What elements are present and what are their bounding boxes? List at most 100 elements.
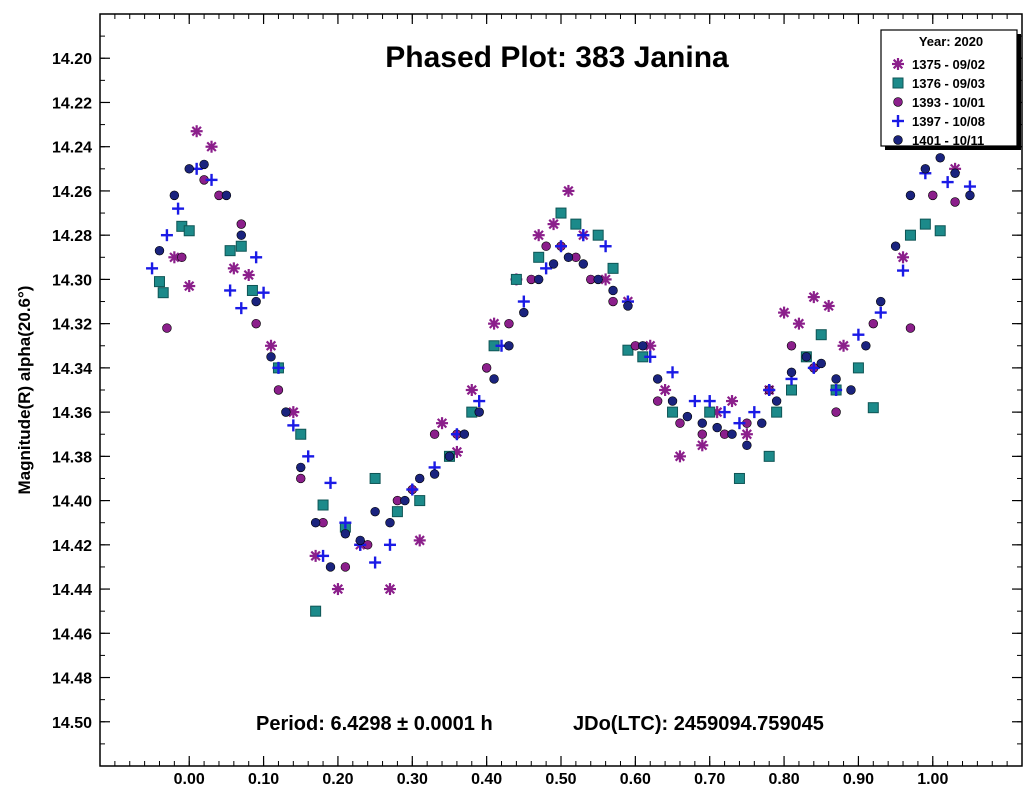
data-point-s5	[385, 518, 395, 528]
data-point-s4	[718, 406, 731, 419]
data-point-s5	[474, 407, 484, 417]
data-point-s3	[831, 407, 841, 417]
data-point-s5	[593, 274, 603, 285]
data-point-s5	[169, 190, 180, 201]
y-tick-label: 14.44	[52, 582, 92, 599]
data-point-s2	[246, 284, 258, 296]
data-point-s2	[391, 506, 403, 518]
data-point-s1	[309, 549, 322, 562]
data-point-s5	[697, 418, 707, 428]
legend-label-2: 1376 - 09/03	[912, 76, 985, 91]
x-tick-label: 0.70	[694, 771, 725, 788]
data-point-s4	[540, 262, 553, 275]
legend-box	[880, 29, 1018, 147]
data-point-s4	[250, 251, 263, 264]
data-point-s5	[771, 396, 782, 406]
y-tick-label: 14.32	[52, 317, 92, 334]
data-point-s1	[897, 251, 910, 264]
data-point-s5	[608, 285, 618, 296]
data-point-s3	[340, 562, 351, 572]
data-point-s2	[919, 218, 931, 230]
data-point-s2	[510, 273, 522, 285]
data-point-s3	[675, 418, 685, 428]
data-point-s2	[867, 402, 879, 414]
data-point-s4	[160, 229, 173, 242]
data-point-s5	[816, 358, 826, 369]
data-point-s4	[703, 395, 716, 408]
data-point-s2	[183, 225, 195, 237]
data-point-s5	[533, 274, 544, 285]
data-point-s4	[205, 173, 218, 186]
chart-title: Phased Plot: 383 Janina	[385, 41, 729, 74]
data-point-s4	[807, 361, 820, 374]
data-point-s4	[235, 302, 248, 315]
data-point-s5	[400, 495, 410, 506]
data-point-s5	[935, 153, 945, 163]
data-point-s2	[157, 287, 169, 299]
y-tick-label: 14.24	[52, 140, 92, 157]
data-point-s5	[861, 341, 871, 351]
data-point-s4	[172, 202, 185, 215]
data-point-s1	[778, 306, 791, 319]
x-tick-label: 0.10	[248, 771, 279, 788]
data-point-s1	[837, 339, 850, 352]
data-point-s3	[296, 473, 306, 484]
y-tick-label: 14.28	[52, 228, 92, 245]
data-point-s1	[547, 218, 560, 231]
data-point-s2	[555, 207, 567, 219]
data-point-s4	[272, 361, 285, 374]
data-point-s4	[599, 240, 612, 253]
data-point-s5	[370, 506, 380, 517]
data-point-s3	[177, 252, 187, 262]
legend-marker-3	[893, 97, 903, 107]
data-point-s5	[667, 396, 678, 406]
data-point-s5	[519, 307, 529, 318]
data-point-s4	[830, 384, 843, 396]
y-tick-label: 14.50	[52, 715, 92, 732]
data-point-s1	[644, 339, 657, 352]
data-point-s1	[488, 317, 501, 330]
data-point-s3	[950, 197, 960, 207]
data-point-s2	[310, 605, 322, 617]
legend-label-3: 1393 - 10/01	[912, 95, 985, 110]
data-point-s5	[786, 367, 797, 378]
data-point-s3	[236, 219, 246, 229]
data-point-s5	[221, 190, 232, 201]
data-point-s5	[251, 296, 261, 307]
x-tick-label: 0.80	[768, 771, 799, 788]
legend: Year: 2020 1375 - 09/02 1376 - 09/03 1393 …	[880, 29, 1021, 150]
data-point-s3	[652, 396, 663, 406]
data-point-s1	[413, 534, 426, 547]
y-tick-label: 14.40	[52, 494, 92, 511]
legend-marker-2	[892, 77, 904, 89]
data-point-s4	[666, 366, 679, 379]
data-point-s5	[742, 440, 752, 450]
legend-label-4: 1397 - 10/08	[912, 114, 985, 129]
data-point-s3	[429, 429, 440, 439]
data-point-s5	[310, 518, 321, 528]
y-tick-label: 14.46	[52, 626, 92, 643]
data-point-s4	[473, 395, 486, 408]
data-point-s2	[570, 218, 582, 230]
data-point-s2	[224, 245, 236, 257]
data-point-s2	[607, 262, 619, 274]
data-point-s5	[415, 473, 425, 484]
data-point-s1	[183, 280, 196, 293]
data-point-s4	[577, 229, 590, 242]
y-tick-label: 14.48	[52, 671, 92, 688]
data-point-s5	[712, 422, 722, 433]
data-point-s3	[928, 190, 938, 201]
data-point-s1	[265, 339, 278, 352]
data-point-s4	[257, 286, 270, 299]
y-tick-label: 14.30	[52, 272, 92, 289]
data-point-s1	[383, 583, 396, 596]
data-point-s4	[287, 419, 300, 432]
data-point-s1	[436, 417, 449, 430]
data-point-s4	[324, 476, 337, 489]
data-point-s5	[325, 562, 336, 572]
data-point-s4	[644, 350, 657, 363]
data-point-s2	[369, 472, 381, 484]
x-tick-label: 1.00	[917, 771, 948, 788]
data-point-s1	[190, 125, 203, 138]
data-point-s2	[904, 229, 916, 241]
